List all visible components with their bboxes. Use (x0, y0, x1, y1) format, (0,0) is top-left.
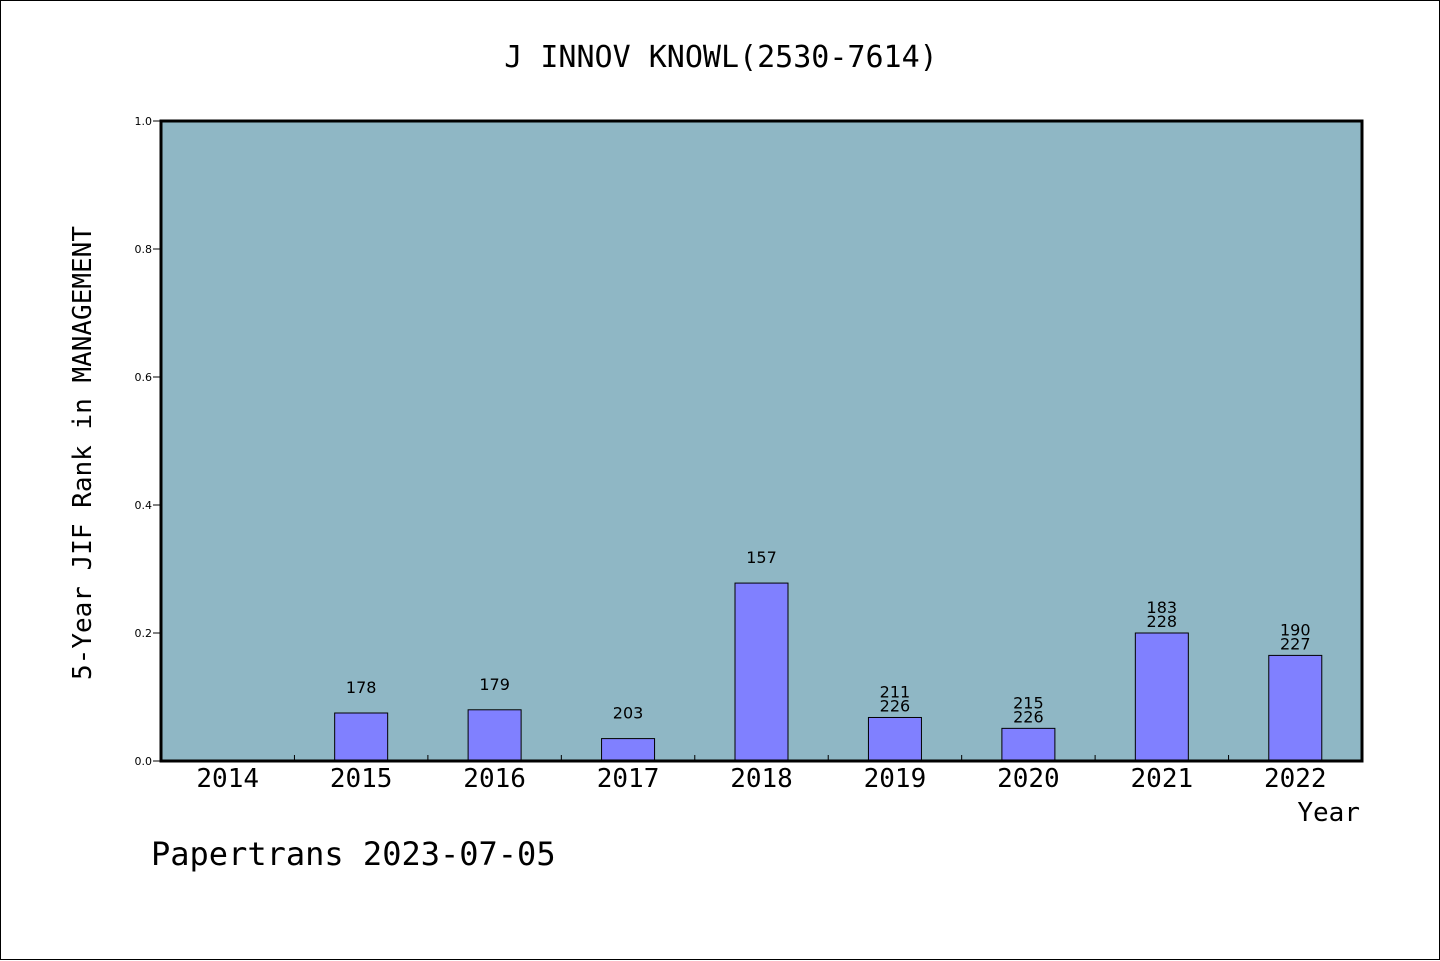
y-tick-label: 0.6 (135, 371, 153, 384)
bar-2015 (334, 712, 389, 762)
x-tick-label: 2018 (730, 764, 793, 794)
bar-data-label: 157 (746, 548, 777, 567)
bar-2017 (601, 738, 656, 762)
x-tick-label: 2019 (864, 764, 927, 794)
y-tick-label: 1.0 (135, 115, 153, 128)
bar-data-label: 183 (1147, 598, 1178, 617)
x-tick-label: 2014 (196, 764, 259, 794)
y-tick-label: 0.0 (135, 755, 153, 768)
bar-2018 (734, 582, 789, 762)
x-axis-label: Year (1297, 798, 1360, 828)
bar-data-label: 179 (479, 675, 510, 694)
bar-data-label: 228 (1147, 612, 1178, 631)
bar-data-label: 226 (880, 696, 911, 715)
y-tick-label: 0.8 (135, 243, 153, 256)
bar-data-label: 211 (880, 682, 911, 701)
bar-2020 (1001, 727, 1056, 762)
y-axis-label: 5-Year JIF Rank in MANAGEMENT (68, 226, 98, 680)
plot-border (159, 119, 1364, 763)
footer-text: Papertrans 2023-07-05 (151, 835, 556, 873)
bar-data-label: 190 (1280, 620, 1311, 639)
x-axis: 2014 2015 2016 2017 2018 2019 2020 2021 2022 (196, 755, 1327, 794)
x-tick-label: 2015 (330, 764, 393, 794)
y-axis: 0.0 0.2 0.4 0.6 0.8 1.0 (135, 115, 161, 768)
x-tick-label: 2017 (597, 764, 660, 794)
bar-data-label: 203 (613, 704, 644, 723)
bar-2022 (1268, 654, 1323, 762)
x-tick-label: 2021 (1131, 764, 1194, 794)
bar-data-label: 215 (1013, 693, 1044, 712)
bar-2021 (1134, 632, 1189, 762)
y-tick-label: 0.4 (135, 499, 153, 512)
bar-2019 (867, 716, 922, 762)
bar-data-label: 178 (346, 678, 377, 697)
chart-title: J INNOV KNOWL(2530-7614) (504, 40, 937, 75)
y-tick-label: 0.2 (135, 627, 153, 640)
x-tick-label: 2020 (997, 764, 1060, 794)
bar-2016 (467, 709, 522, 762)
bar-data-label: 226 (1013, 707, 1044, 726)
bar-data-label: 227 (1280, 634, 1311, 653)
x-tick-label: 2016 (463, 764, 526, 794)
x-tick-label: 2022 (1264, 764, 1327, 794)
